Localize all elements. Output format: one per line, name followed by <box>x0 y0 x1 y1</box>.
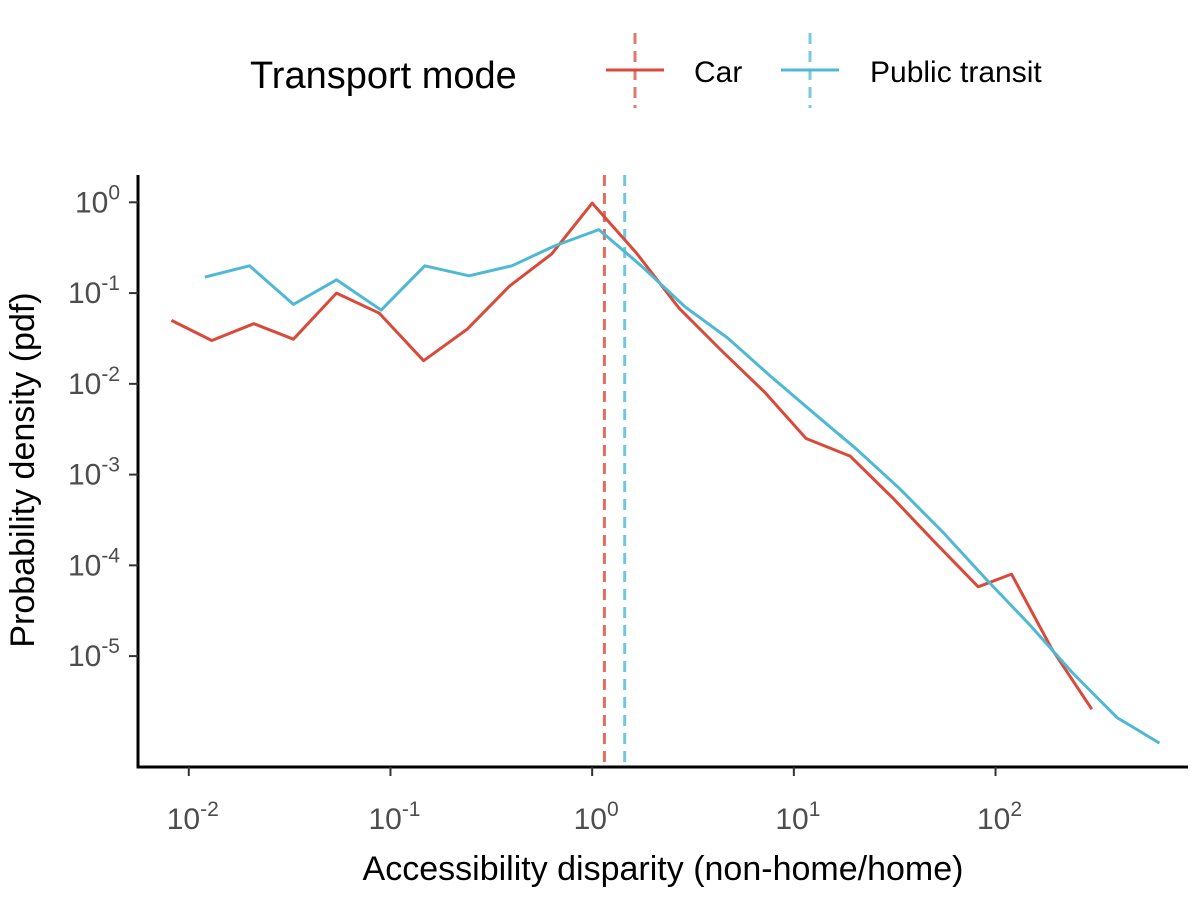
x-tick-label: 100 <box>574 798 619 836</box>
legend: Transport mode Car Public transit <box>250 33 1042 108</box>
legend-label-public-transit: Public transit <box>870 56 1042 89</box>
plot-area: 10-2 10-1 100 101 102 100 10-1 10-2 10-3 10-4 10-5 <box>68 175 1188 836</box>
y-axis-title: Probability density (pdf) <box>4 292 42 647</box>
y-tick-label: 10-2 <box>68 363 120 401</box>
y-tick-label: 100 <box>75 181 120 219</box>
x-tick-label: 10-1 <box>368 798 420 836</box>
y-tick-label: 10-4 <box>68 544 120 582</box>
y-tick-label: 10-3 <box>68 454 120 492</box>
y-tick-label: 10-1 <box>68 272 120 310</box>
legend-key-car <box>606 33 664 108</box>
x-tick-label: 101 <box>775 798 820 836</box>
series-line-car <box>170 201 1094 711</box>
x-axis-title: Accessibility disparity (non-home/home) <box>363 850 964 888</box>
legend-title: Transport mode <box>250 55 517 97</box>
x-tick-label: 10-2 <box>167 798 219 836</box>
x-tick-label: 102 <box>977 798 1022 836</box>
legend-label-car: Car <box>694 56 742 89</box>
legend-key-public-transit <box>781 33 839 108</box>
series-line-public-transit <box>204 228 1161 745</box>
y-tick-label: 10-5 <box>68 635 120 673</box>
